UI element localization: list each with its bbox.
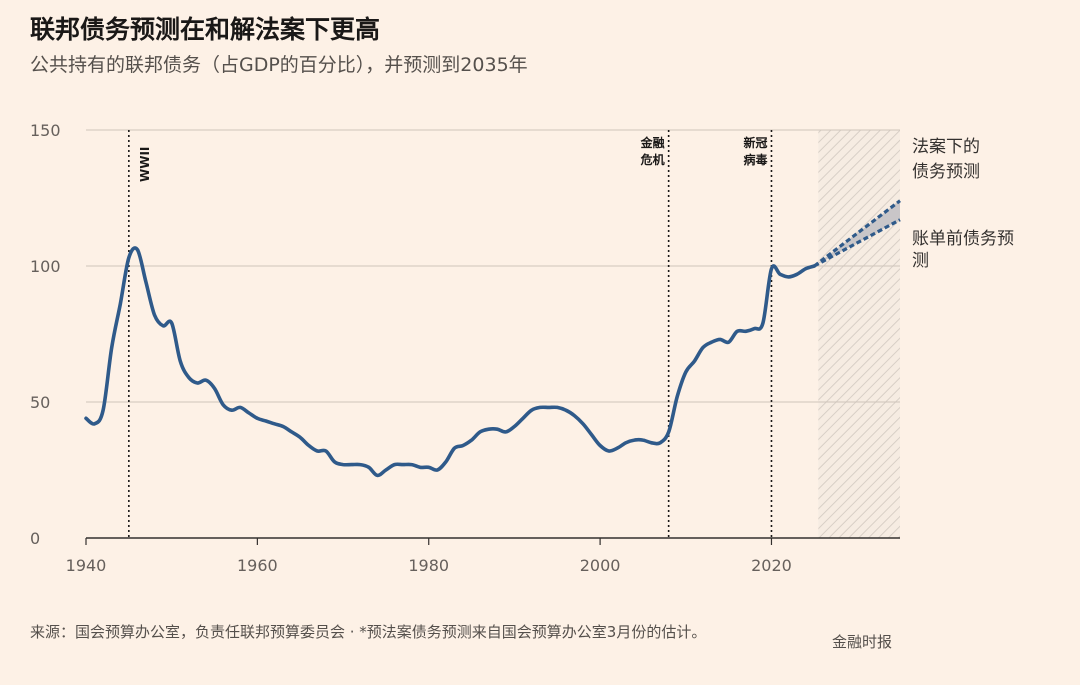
law-projection-label-line-1: 法案下的 [912, 137, 980, 157]
event-label-2008-line-2: 危机 [640, 152, 665, 167]
brand-logo-text: 金融时报 [832, 633, 893, 651]
debt-series-line [84, 246, 817, 478]
y-tick-label-50: 50 [30, 393, 50, 412]
pre-bill-projection-line [813, 218, 901, 268]
law-projection-line [813, 199, 901, 268]
chart-title: 联邦债务预测在和解法案下更高 [30, 15, 381, 44]
event-label-wwii: WWII [138, 147, 152, 182]
law-projection-label-line-2: 债务预测 [912, 162, 980, 182]
chart-subtitle: 公共持有的联邦债务（占GDP的百分比），并预测到2035年 [30, 54, 528, 76]
x-tick-label-2000: 2000 [580, 556, 621, 575]
event-label-2020-line-2: 病毒 [743, 152, 767, 167]
pre-bill-projection-label-line-2: 测 [912, 251, 929, 271]
y-tick-label-0: 0 [30, 529, 40, 548]
x-tick-label-1980: 1980 [408, 556, 449, 575]
event-label-2020-line-1: 新冠 [743, 135, 767, 150]
event-label-2008-line-1: 金融 [640, 135, 665, 150]
pre-bill-projection-label-line-1: 账单前债务预 [912, 229, 1014, 249]
y-tick-label-150: 150 [30, 121, 61, 140]
y-tick-label-100: 100 [30, 257, 61, 276]
x-tick-label-1960: 1960 [237, 556, 278, 575]
x-tick-label-1940: 1940 [66, 556, 107, 575]
x-tick-label-2020: 2020 [751, 556, 792, 575]
source-note: 来源：国会预算办公室，负责任联邦预算委员会 · *预法案债务预测来自国会预算办公… [30, 623, 707, 641]
forecast-shaded-region [818, 130, 900, 538]
